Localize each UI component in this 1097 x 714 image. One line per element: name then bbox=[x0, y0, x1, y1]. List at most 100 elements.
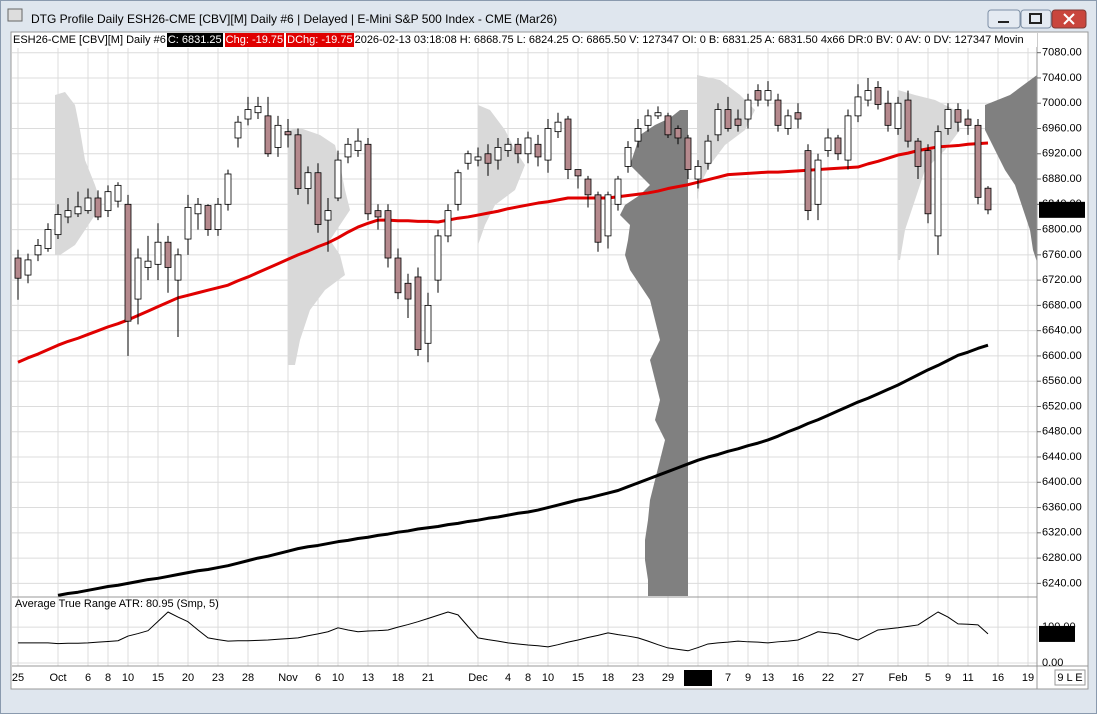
y-tick-label: 7040.00 bbox=[1042, 72, 1082, 84]
x-tick-label: 21 bbox=[422, 672, 434, 684]
x-tick-label: 10 bbox=[542, 672, 554, 684]
x-tick-label: 16 bbox=[992, 672, 1004, 684]
candle-body bbox=[464, 153, 472, 164]
candle-body bbox=[294, 134, 302, 189]
composite-profile bbox=[620, 110, 688, 596]
x-tick-label: 15 bbox=[152, 672, 164, 684]
candle-body bbox=[364, 143, 372, 215]
candle-body bbox=[124, 203, 132, 322]
candle-body bbox=[64, 210, 72, 218]
candle-body bbox=[734, 118, 742, 126]
candle-body bbox=[454, 172, 462, 205]
candle-body bbox=[224, 173, 232, 205]
y-tick-label: 6960.00 bbox=[1042, 122, 1082, 134]
candle-body bbox=[984, 187, 992, 211]
candle-body bbox=[494, 147, 502, 161]
candle-body bbox=[544, 128, 552, 161]
candle-body bbox=[794, 112, 802, 120]
candle-body bbox=[324, 210, 332, 221]
candle-body bbox=[814, 159, 822, 205]
candle-body bbox=[574, 169, 582, 177]
x-tick-label: 28 bbox=[242, 672, 254, 684]
candle-body bbox=[194, 203, 202, 215]
y-tick-label: 6920.00 bbox=[1042, 148, 1082, 160]
candle-body bbox=[174, 254, 182, 281]
candle-body bbox=[354, 140, 362, 152]
candle-body bbox=[14, 257, 22, 279]
x-tick-label: Oct bbox=[49, 672, 66, 684]
corner-box[interactable] bbox=[1054, 669, 1086, 686]
y-tick-label: 6640.00 bbox=[1042, 325, 1082, 337]
candle-body bbox=[704, 140, 712, 164]
profile bbox=[697, 75, 755, 200]
y-tick-label: 6480.00 bbox=[1042, 426, 1082, 438]
x-tick-label: 5 bbox=[925, 672, 931, 684]
header-bar: ESH26-CME [CBV][M] Daily #6 C: 6831.25 Chg… bbox=[12, 33, 1037, 47]
window-controls bbox=[987, 9, 1087, 29]
y-tick-label: 6720.00 bbox=[1042, 274, 1082, 286]
candle-body bbox=[824, 137, 832, 152]
last-value-box bbox=[1039, 625, 1075, 642]
x-tick-label: 23 bbox=[212, 672, 224, 684]
candle-body bbox=[624, 147, 632, 167]
x-tick-label: 13 bbox=[362, 672, 374, 684]
x-tick-label: 8 bbox=[105, 672, 111, 684]
candle-body bbox=[534, 143, 542, 158]
line-series bbox=[17, 141, 989, 364]
candle-body bbox=[184, 207, 192, 240]
x-tick-label: 10 bbox=[332, 672, 344, 684]
year-label-bg bbox=[684, 670, 712, 686]
x-tick-label: 18 bbox=[602, 672, 614, 684]
candle-body bbox=[524, 137, 532, 155]
corner-label: 9 L E bbox=[1057, 672, 1082, 684]
candle-body bbox=[244, 109, 252, 120]
y-tick-label: 6800.00 bbox=[1042, 223, 1082, 235]
candle-body bbox=[634, 128, 642, 142]
candle-body bbox=[304, 172, 312, 189]
candle-body bbox=[584, 178, 592, 196]
candle-body bbox=[34, 244, 42, 256]
candle-body bbox=[234, 121, 242, 139]
candle-body bbox=[844, 115, 852, 161]
candle-body bbox=[714, 109, 722, 136]
candle-body bbox=[424, 304, 432, 344]
last-value-label: 80.95 bbox=[1042, 628, 1070, 640]
candle-body bbox=[114, 184, 122, 202]
candle-body bbox=[74, 206, 82, 215]
candle-body bbox=[344, 143, 352, 158]
panel-title: Average True Range ATR: 80.95 (Smp, 5) bbox=[15, 598, 219, 610]
minimize-button[interactable] bbox=[987, 9, 1021, 29]
candle-body bbox=[754, 90, 762, 101]
last-price-box bbox=[1039, 201, 1085, 218]
maximize-icon bbox=[1029, 13, 1042, 24]
candle-body bbox=[894, 102, 902, 129]
close-label: C: 6831.25 bbox=[166, 33, 223, 47]
candle-body bbox=[774, 99, 782, 126]
y-tick-label: 6520.00 bbox=[1042, 400, 1082, 412]
x-tick-label: 10 bbox=[122, 672, 134, 684]
x-tick-label: Feb bbox=[889, 672, 908, 684]
candle-body bbox=[744, 99, 752, 120]
y-tick-label: 6280.00 bbox=[1042, 552, 1082, 564]
y-tick-label: 6440.00 bbox=[1042, 451, 1082, 463]
x-tick-label: 13 bbox=[762, 672, 774, 684]
maximize-button[interactable] bbox=[1020, 9, 1052, 29]
candle-body bbox=[594, 194, 602, 243]
candle-body bbox=[664, 115, 672, 136]
x-tick-label: 9 bbox=[745, 672, 751, 684]
candle-body bbox=[654, 112, 662, 117]
y-tick-label: 7080.00 bbox=[1042, 47, 1082, 59]
candle-body bbox=[214, 203, 222, 230]
y-tick-label: 6400.00 bbox=[1042, 476, 1082, 488]
candle-body bbox=[694, 166, 702, 180]
candle-body bbox=[314, 172, 322, 225]
daily-change-label: DChg: -19.75 bbox=[286, 33, 354, 47]
y-tick-label: 6680.00 bbox=[1042, 299, 1082, 311]
symbol: ESH26-CME [CBV][M] Daily #6 bbox=[13, 34, 166, 46]
x-tick-label: 4 bbox=[505, 672, 511, 684]
candle-body bbox=[564, 118, 572, 170]
axes: 6240.006280.006320.006360.006400.006440.… bbox=[12, 47, 1085, 686]
candle-body bbox=[24, 259, 32, 276]
x-tick-label: 2026 bbox=[686, 672, 710, 684]
grid bbox=[12, 48, 1037, 666]
